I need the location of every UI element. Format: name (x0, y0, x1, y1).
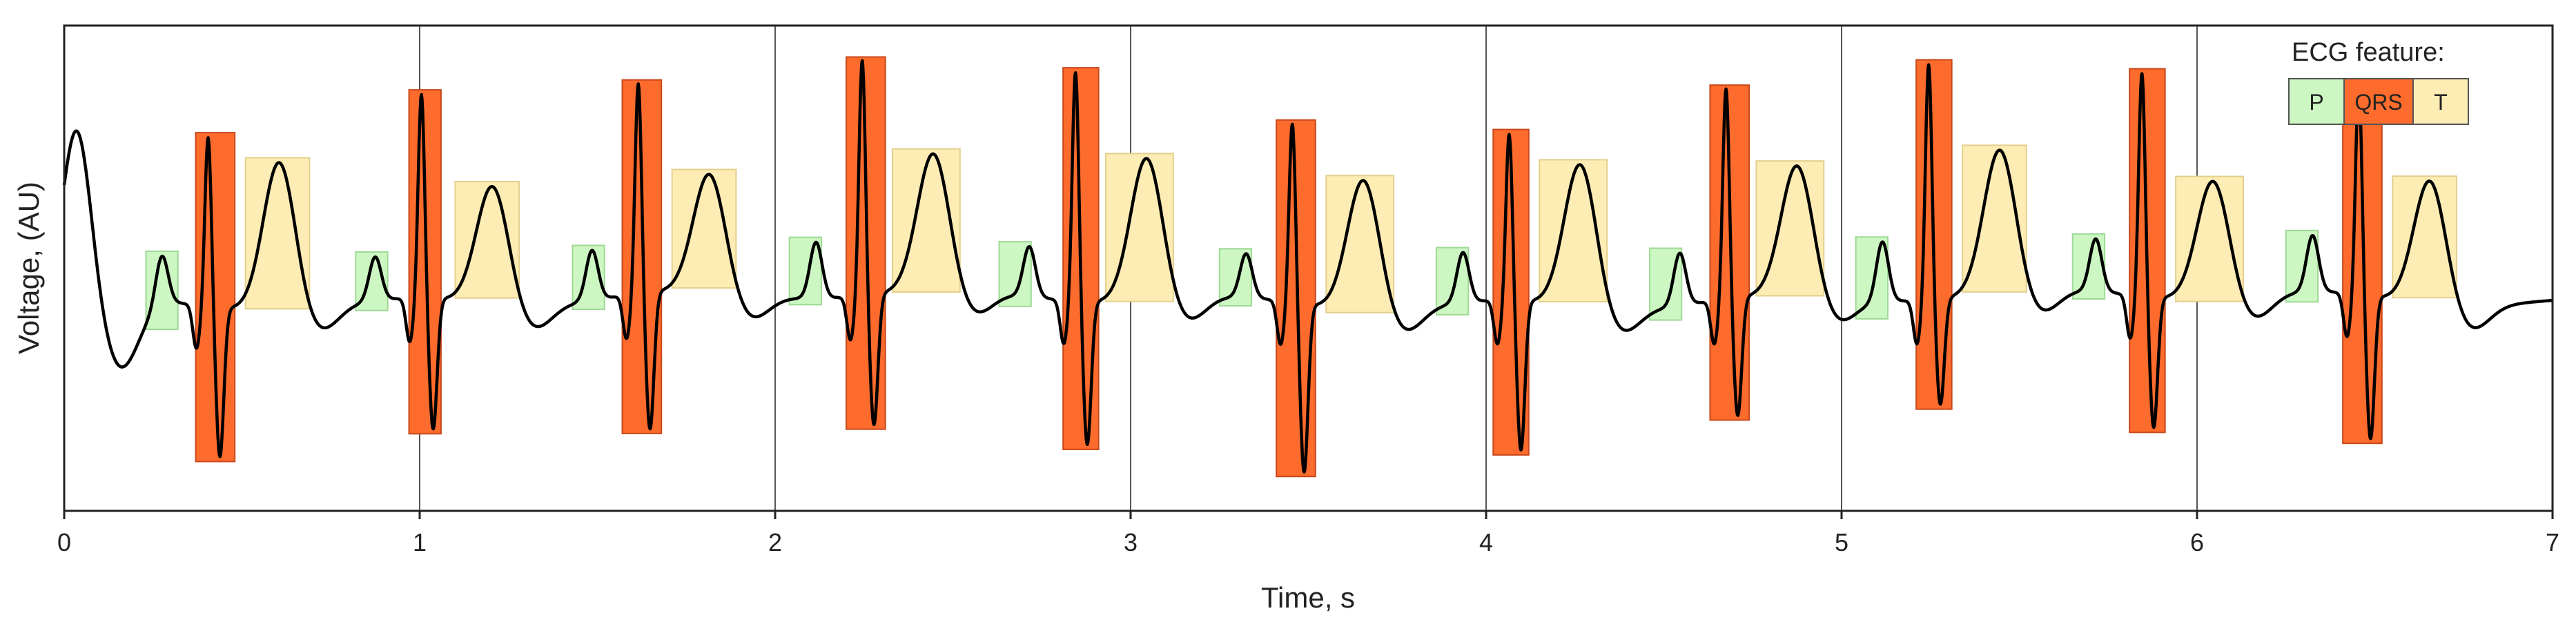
x-tick-label: 7 (2546, 528, 2559, 556)
x-tick-label: 2 (768, 528, 782, 556)
t-feature-region (1325, 175, 1395, 313)
p-feature-region (2285, 229, 2319, 303)
x-tick-label: 6 (2190, 528, 2204, 556)
legend-swatch-qrs (2343, 78, 2414, 125)
legend-label-t: T (2434, 90, 2448, 115)
y-axis-title: Voltage, (AU) (12, 182, 45, 354)
p-feature-region (1218, 248, 1253, 307)
x-tick-label: 4 (1479, 528, 1493, 556)
plot-frame (63, 24, 2554, 512)
x-tick-label: 0 (57, 528, 71, 556)
ecg-trace-group (62, 59, 2554, 474)
legend-title: ECG feature: (2292, 38, 2445, 67)
p-feature-region (788, 236, 822, 306)
x-tick-label: 1 (413, 528, 427, 556)
x-axis-title: Time, s (1261, 581, 1355, 614)
t-feature-region (244, 157, 311, 310)
x-axis-ticks: 0 1 2 3 4 5 6 7 (57, 511, 2559, 556)
legend-swatch-t (2412, 78, 2469, 125)
p-feature-region (1435, 246, 1470, 316)
ecg-trace (62, 59, 2554, 474)
p-feature-region (1855, 236, 1889, 320)
legend-label-p: P (2309, 90, 2323, 115)
t-feature-region (2175, 175, 2244, 302)
legend-items: P QRS T (2288, 78, 2469, 125)
p-feature-region (1648, 247, 1683, 321)
x-tick-label: 3 (1124, 528, 1138, 556)
x-tick-label: 5 (1835, 528, 1848, 556)
legend-swatch-p (2288, 78, 2345, 125)
legend-label-qrs: QRS (2354, 90, 2402, 115)
legend: ECG feature: P QRS T (2288, 38, 2469, 125)
